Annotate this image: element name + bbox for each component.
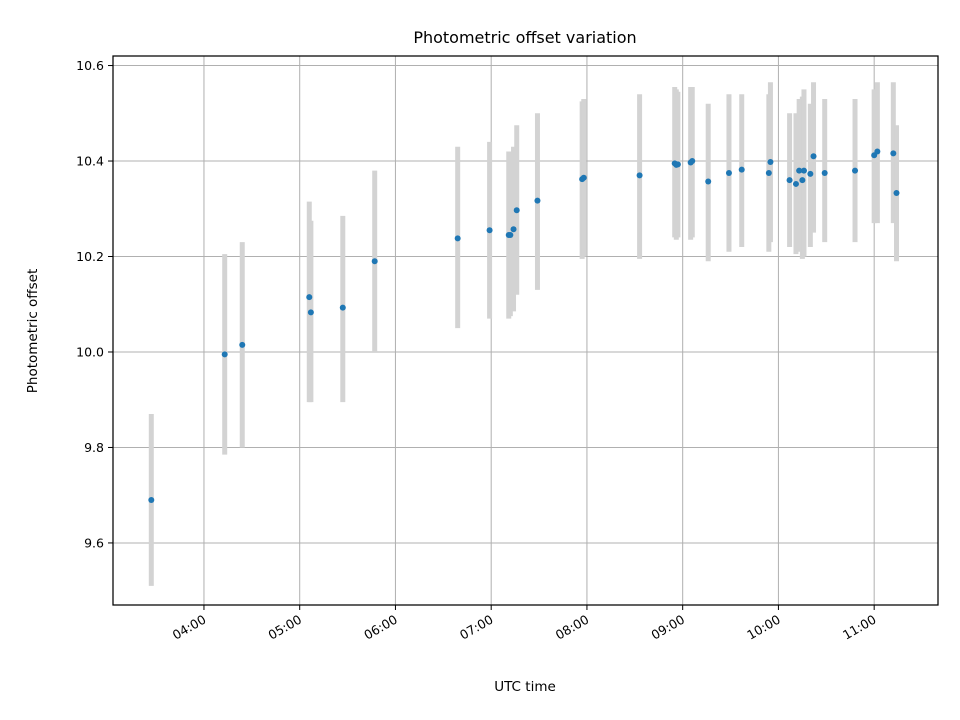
y-tick-label: 10.4 — [76, 154, 104, 169]
data-point — [807, 170, 814, 177]
data-point — [796, 167, 803, 174]
data-point — [767, 158, 774, 165]
data-point — [580, 174, 587, 181]
data-point — [221, 351, 228, 358]
y-tick-label: 9.6 — [84, 535, 104, 550]
x-axis-label: UTC time — [494, 679, 556, 695]
data-point — [792, 180, 799, 187]
data-point — [239, 341, 246, 348]
chart-title: Photometric offset variation — [413, 28, 636, 47]
data-point — [148, 496, 155, 503]
y-axis-label: Photometric offset — [25, 269, 41, 393]
y-tick-label: 10.6 — [76, 58, 104, 73]
data-point — [306, 294, 313, 301]
data-point — [510, 226, 517, 233]
data-point — [339, 304, 346, 311]
y-axis-ticks: 9.6 9.8 10.0 10.2 10.4 10.6 — [76, 58, 113, 550]
data-point — [738, 166, 745, 173]
y-tick-label: 10.2 — [76, 249, 104, 264]
data-points — [148, 148, 900, 503]
data-point — [786, 177, 793, 184]
data-point — [893, 190, 900, 197]
data-point — [874, 148, 881, 155]
data-point — [810, 153, 817, 160]
data-point — [705, 178, 712, 185]
data-point — [890, 150, 897, 157]
data-point — [765, 169, 772, 176]
data-point — [725, 169, 732, 176]
data-point — [513, 207, 520, 214]
plot-area-frame — [112, 55, 939, 606]
data-point — [799, 177, 806, 184]
data-point — [371, 258, 378, 265]
data-point — [674, 161, 681, 168]
data-point — [486, 227, 493, 234]
y-tick-label: 9.8 — [84, 440, 104, 455]
data-point — [689, 158, 696, 165]
data-point — [636, 172, 643, 179]
data-point — [534, 197, 541, 204]
data-point — [852, 167, 859, 174]
data-point — [821, 169, 828, 176]
data-point — [800, 167, 807, 174]
y-tick-label: 10.0 — [76, 344, 104, 359]
data-point — [507, 232, 514, 239]
data-point — [454, 235, 461, 242]
data-point — [307, 309, 314, 316]
